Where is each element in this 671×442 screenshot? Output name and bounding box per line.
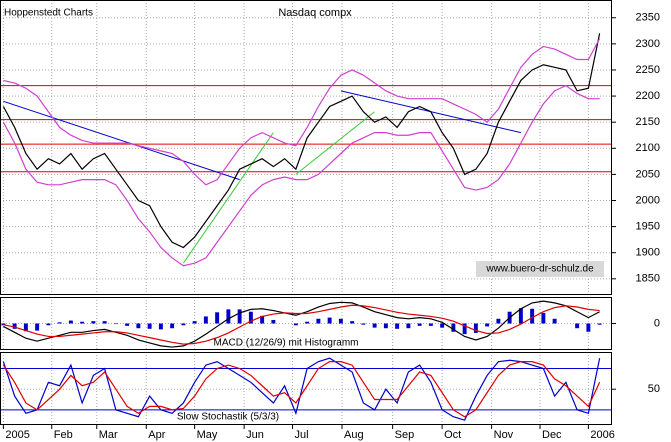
series-line xyxy=(2,361,601,418)
trend-line xyxy=(295,111,375,175)
histogram-bar xyxy=(440,323,445,328)
y-tick-label: 2100 xyxy=(636,142,660,154)
histogram-bar xyxy=(338,318,343,324)
histogram-bar xyxy=(102,321,107,324)
histogram-bar xyxy=(46,323,51,326)
histogram-bar xyxy=(170,323,175,329)
histogram-bar xyxy=(248,311,253,324)
histogram-bar xyxy=(395,323,400,329)
series-line xyxy=(2,33,601,249)
histogram-bar xyxy=(485,323,490,327)
histogram-bar xyxy=(462,323,467,335)
histogram-bar xyxy=(23,323,28,332)
x-tick-label: Sep xyxy=(395,429,415,441)
y-tick-label: 50 xyxy=(648,383,660,395)
y-tick-label: 2000 xyxy=(636,194,660,206)
histogram-bar xyxy=(293,323,298,326)
histogram-bar xyxy=(57,322,62,324)
series-line xyxy=(3,38,601,186)
histogram-bar xyxy=(68,320,73,324)
histogram-bar xyxy=(12,323,17,329)
histogram-bar xyxy=(327,317,332,324)
watermark-box xyxy=(476,261,604,277)
x-tick-label: Oct xyxy=(444,429,461,441)
histogram-bar xyxy=(428,323,433,326)
x-tick-label: Feb xyxy=(54,429,73,441)
histogram-bar xyxy=(496,318,501,324)
x-tick-label: Jun xyxy=(246,429,264,441)
x-tick-label: Jul xyxy=(295,429,309,441)
source-label: Hoppenstedt Charts xyxy=(4,8,93,19)
histogram-bar xyxy=(35,323,40,331)
panel-frame xyxy=(0,0,612,295)
histogram-bar xyxy=(552,318,557,324)
histogram-bar xyxy=(417,323,422,326)
histogram-bar xyxy=(113,323,118,325)
watermark: www.buero-dr-schulz.de xyxy=(485,264,594,275)
histogram-bar xyxy=(192,321,197,324)
y-tick-label: 2300 xyxy=(636,38,660,50)
x-tick-label: May xyxy=(197,429,218,441)
histogram-bar xyxy=(518,308,523,324)
histogram-bar xyxy=(136,323,141,329)
histogram-bar xyxy=(575,323,580,329)
histogram-bar xyxy=(316,318,321,324)
histogram-bar xyxy=(541,312,546,324)
y-tick-label: 2200 xyxy=(636,90,660,102)
panel-title: Slow Stochastik (5/3/3) xyxy=(177,412,279,423)
histogram-bar xyxy=(1,323,6,326)
trend-line xyxy=(3,100,240,181)
x-tick-label: 2006 xyxy=(590,429,614,441)
panel-frame xyxy=(0,297,612,350)
histogram-bar xyxy=(91,321,96,324)
x-tick-label: Apr xyxy=(148,429,165,441)
histogram-bar xyxy=(383,323,388,329)
panel-title: MACD (12/26/9) mit Histogramm xyxy=(213,338,358,349)
histogram-bar xyxy=(260,315,265,324)
histogram-bar xyxy=(237,309,242,324)
histogram-bar xyxy=(530,308,535,324)
histogram-bar xyxy=(451,323,456,332)
histogram-bar xyxy=(80,321,85,324)
histogram-bar xyxy=(305,321,310,324)
x-tick-label: 2005 xyxy=(5,429,29,441)
y-tick-label: 1850 xyxy=(636,273,660,285)
y-tick-label: 2150 xyxy=(636,116,660,128)
y-tick-label: 0 xyxy=(654,317,660,329)
chart-title: Nasdaq compx xyxy=(278,7,352,19)
x-tick-label: Nov xyxy=(494,429,514,441)
histogram-bar xyxy=(181,323,186,326)
y-tick-label: 1950 xyxy=(636,221,660,233)
histogram-bar xyxy=(125,323,130,326)
histogram-bar xyxy=(586,323,591,332)
histogram-bar xyxy=(226,309,231,324)
histogram-bar xyxy=(147,323,152,329)
series-line xyxy=(3,304,600,345)
histogram-bar xyxy=(406,323,411,329)
panel-frame xyxy=(0,352,612,425)
histogram-bar xyxy=(158,323,163,330)
histogram-bar xyxy=(203,316,208,324)
x-tick-label: Aug xyxy=(344,429,364,441)
x-tick-label: Dec xyxy=(542,429,562,441)
y-tick-label: 2050 xyxy=(636,168,660,180)
histogram-bar xyxy=(361,323,366,325)
x-tick-label: Mar xyxy=(99,429,118,441)
histogram-bar xyxy=(215,312,220,324)
histogram-bar xyxy=(597,323,602,325)
series-line xyxy=(2,357,601,421)
histogram-bar xyxy=(350,321,355,324)
series-line xyxy=(2,84,600,267)
histogram-bar xyxy=(473,323,478,333)
y-tick-label: 1900 xyxy=(636,247,660,259)
y-tick-label: 2350 xyxy=(636,12,660,24)
histogram-bar xyxy=(372,323,377,328)
histogram-bar xyxy=(271,319,276,324)
y-tick-label: 2250 xyxy=(636,64,660,76)
trend-line xyxy=(182,132,274,264)
